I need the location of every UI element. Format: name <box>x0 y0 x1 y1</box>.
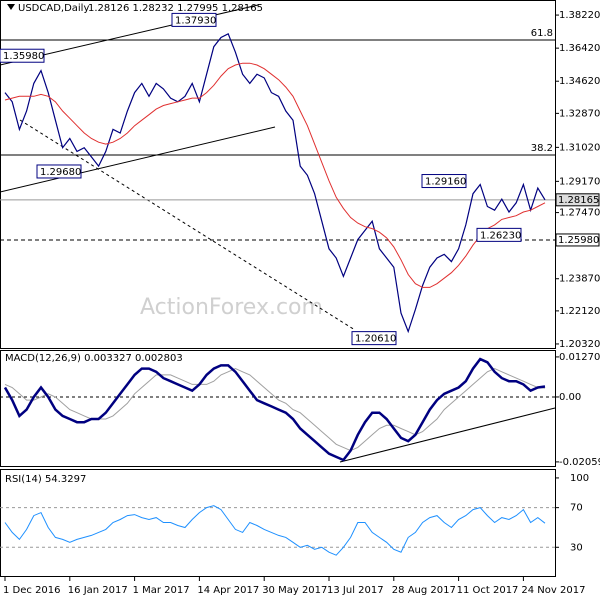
y-tick-label: 30 <box>570 542 583 553</box>
rsi-panel <box>0 469 556 577</box>
annotation-box <box>0 48 45 63</box>
x-tick-label: 13 Jul 2017 <box>327 585 384 596</box>
annotation-label: 1.20610 <box>355 334 396 345</box>
x-tick-label: 14 Apr 2017 <box>197 585 259 596</box>
y-tick-label: 1.22120 <box>559 306 600 317</box>
rsi-title: RSI(14) 54.3297 <box>5 474 86 485</box>
x-tick-label: 11 Oct 2017 <box>457 585 519 596</box>
x-tick-label: 16 Jan 2017 <box>68 585 128 596</box>
annotation-box <box>171 12 217 27</box>
annotation-label: 1.35980 <box>3 51 44 62</box>
annotation-box <box>351 331 397 346</box>
x-tick-label: 24 Nov 2017 <box>521 585 585 596</box>
y-tick-label: 1.36420 <box>559 43 600 54</box>
x-tick-label: 1 Dec 2016 <box>3 585 61 596</box>
annotation-label: 1.26230 <box>480 230 521 241</box>
header-icon <box>7 4 15 10</box>
level-box <box>555 193 600 207</box>
x-tick-label: 1 Mar 2017 <box>133 585 190 596</box>
series-line <box>4 368 546 452</box>
y-tick-label: -0.020599 <box>559 457 600 468</box>
annotation-box <box>36 164 82 179</box>
y-tick-label: 1.34620 <box>559 76 600 87</box>
y-tick-label: 1.32870 <box>559 108 600 119</box>
annotation-box <box>421 174 467 189</box>
y-tick-label: 1.29170 <box>559 176 600 187</box>
series-line <box>4 32 546 334</box>
fib-label: 38.2 <box>531 143 553 154</box>
price-panel <box>0 0 556 349</box>
macd-panel <box>0 350 556 467</box>
level-label: 1.28165 <box>558 195 599 206</box>
level-label: 1.25980 <box>558 235 599 246</box>
x-tick-label: 28 Aug 2017 <box>392 585 456 596</box>
chart-title: USDCAD,Daily <box>18 3 89 14</box>
level-box <box>555 233 600 247</box>
macd-title: MACD(12,26,9) 0.003327 0.002803 <box>5 353 183 364</box>
y-tick-label: 70 <box>570 503 583 514</box>
annotation-box <box>476 227 522 242</box>
y-tick-label: 1.20320 <box>559 339 600 350</box>
y-tick-label: 1.31020 <box>559 142 600 153</box>
series-line <box>3 357 546 462</box>
y-tick-label: 1.23870 <box>559 274 600 285</box>
ohlc-text: 1.28126 1.28232 1.27995 1.28165 <box>88 3 263 14</box>
macd-trend <box>339 407 556 463</box>
fib-label: 61.8 <box>531 28 553 39</box>
y-tick-label: 0.012704 <box>559 352 600 363</box>
channel-lower <box>0 126 276 193</box>
y-tick-label: 0.00 <box>559 392 581 403</box>
y-tick-label: 100 <box>570 473 589 484</box>
watermark: ActionForex.com <box>140 295 323 320</box>
series-line <box>4 62 546 288</box>
annotation-label: 1.37930 <box>175 15 216 26</box>
y-tick-label: 1.27470 <box>559 208 600 219</box>
x-tick-label: 30 May 2017 <box>262 585 327 596</box>
series-line <box>4 505 546 556</box>
annotation-label: 1.29160 <box>425 177 466 188</box>
annotation-label: 1.29680 <box>40 167 81 178</box>
y-tick-label: 1.38220 <box>559 10 600 21</box>
